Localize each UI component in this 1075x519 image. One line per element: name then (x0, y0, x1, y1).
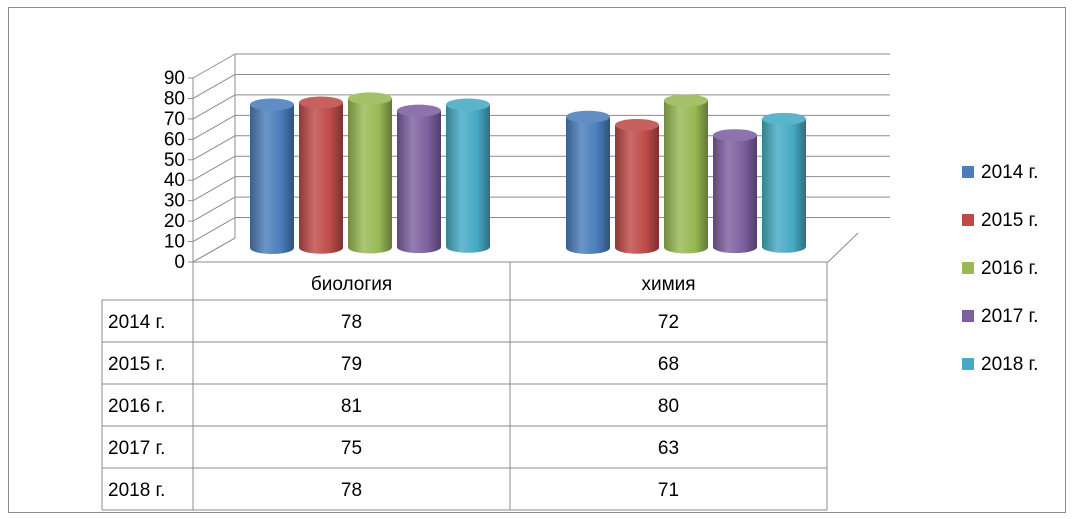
side-gridline (192, 114, 236, 140)
bar (250, 98, 294, 255)
table-cell: 79 (341, 354, 362, 375)
bar-top (566, 110, 610, 123)
table-row-label: 2017 г. (108, 438, 165, 459)
bar (446, 98, 490, 253)
bar-body (348, 98, 392, 254)
side-gridline (192, 237, 236, 263)
bar-top (299, 96, 343, 109)
side-gridline (192, 176, 236, 202)
side-gridline (192, 74, 236, 99)
legend-item: 2016 г. (962, 258, 1038, 279)
table-cell: 68 (658, 354, 679, 375)
legend-item: 2017 г. (962, 306, 1038, 327)
bar-top (713, 129, 757, 142)
y-tick-label: 90 (164, 68, 185, 89)
table-cell: 72 (658, 312, 679, 333)
chart-frame (8, 7, 1066, 513)
bar (713, 129, 757, 254)
bar-body (397, 110, 441, 254)
data-table: биология химия 2014 г. 78 72 2015 г. 79 68 2016 … (101, 262, 828, 511)
side-gridline (192, 155, 236, 181)
y-tick-label: 20 (164, 211, 185, 232)
bar-body (299, 102, 343, 254)
legend-item: 2014 г. (962, 162, 1038, 183)
bar (299, 96, 343, 254)
y-tick-label: 80 (164, 88, 185, 109)
bar (348, 92, 392, 254)
table-cell: 80 (658, 396, 679, 417)
bar-top (397, 104, 441, 117)
y-tick-label: 0 (174, 252, 185, 273)
table-cell: 81 (341, 396, 362, 417)
table-cell: 78 (341, 480, 362, 501)
bar-top (615, 118, 659, 131)
bar-top (250, 98, 294, 111)
bar-top (446, 98, 490, 111)
bar-top (664, 94, 708, 107)
bar (762, 112, 806, 253)
legend-swatch (962, 214, 974, 226)
legend: 2014 г. 2015 г. 2016 г. 2017 г. 2018 г. (962, 162, 1038, 375)
legend-swatch (962, 262, 974, 274)
bar (615, 118, 659, 254)
side-gridline (192, 94, 236, 120)
table-cell: 78 (341, 312, 362, 333)
table-cell: 71 (658, 480, 679, 501)
legend-swatch (962, 166, 974, 178)
table-cell: 63 (658, 438, 679, 459)
y-tick-label: 60 (164, 129, 185, 150)
side-gridline (192, 53, 236, 79)
legend-label: 2016 г. (981, 258, 1038, 279)
legend-label: 2015 г. (981, 210, 1038, 231)
legend-label: 2017 г. (981, 306, 1038, 327)
bar-body (762, 118, 806, 253)
y-tick-label: 40 (164, 170, 185, 191)
bar-body (713, 135, 757, 254)
floor-right-edge (827, 232, 859, 263)
bar-top (762, 112, 806, 125)
bar (566, 110, 610, 254)
table-row-label: 2014 г. (108, 312, 165, 333)
table-row-label: 2018 г. (108, 480, 165, 501)
y-tick-label: 30 (164, 191, 185, 212)
side-gridline (192, 135, 236, 161)
table-header-cell: химия (641, 274, 695, 295)
side-gridline (192, 196, 236, 222)
table-row-label: 2015 г. (108, 354, 165, 375)
bar (664, 94, 708, 254)
bar-body (566, 116, 610, 254)
legend-label: 2014 г. (981, 162, 1038, 183)
bar-body (446, 104, 490, 253)
y-tick-label: 10 (164, 232, 185, 253)
side-gridline (192, 217, 236, 242)
y-tick-label: 50 (164, 150, 185, 171)
bar-body (615, 124, 659, 254)
table-cell: 75 (341, 438, 362, 459)
bar-body (250, 104, 294, 255)
legend-swatch (962, 310, 974, 322)
bar-body (664, 100, 708, 254)
table-header-cell: биология (311, 274, 392, 295)
bars (250, 92, 806, 255)
legend-item: 2018 г. (962, 354, 1038, 375)
table-row-label: 2016 г. (108, 396, 165, 417)
bar-top (348, 92, 392, 105)
legend-swatch (962, 358, 974, 370)
y-tick-label: 70 (164, 109, 185, 130)
legend-item: 2015 г. (962, 210, 1038, 231)
legend-label: 2018 г. (981, 354, 1038, 375)
bar (397, 104, 441, 254)
